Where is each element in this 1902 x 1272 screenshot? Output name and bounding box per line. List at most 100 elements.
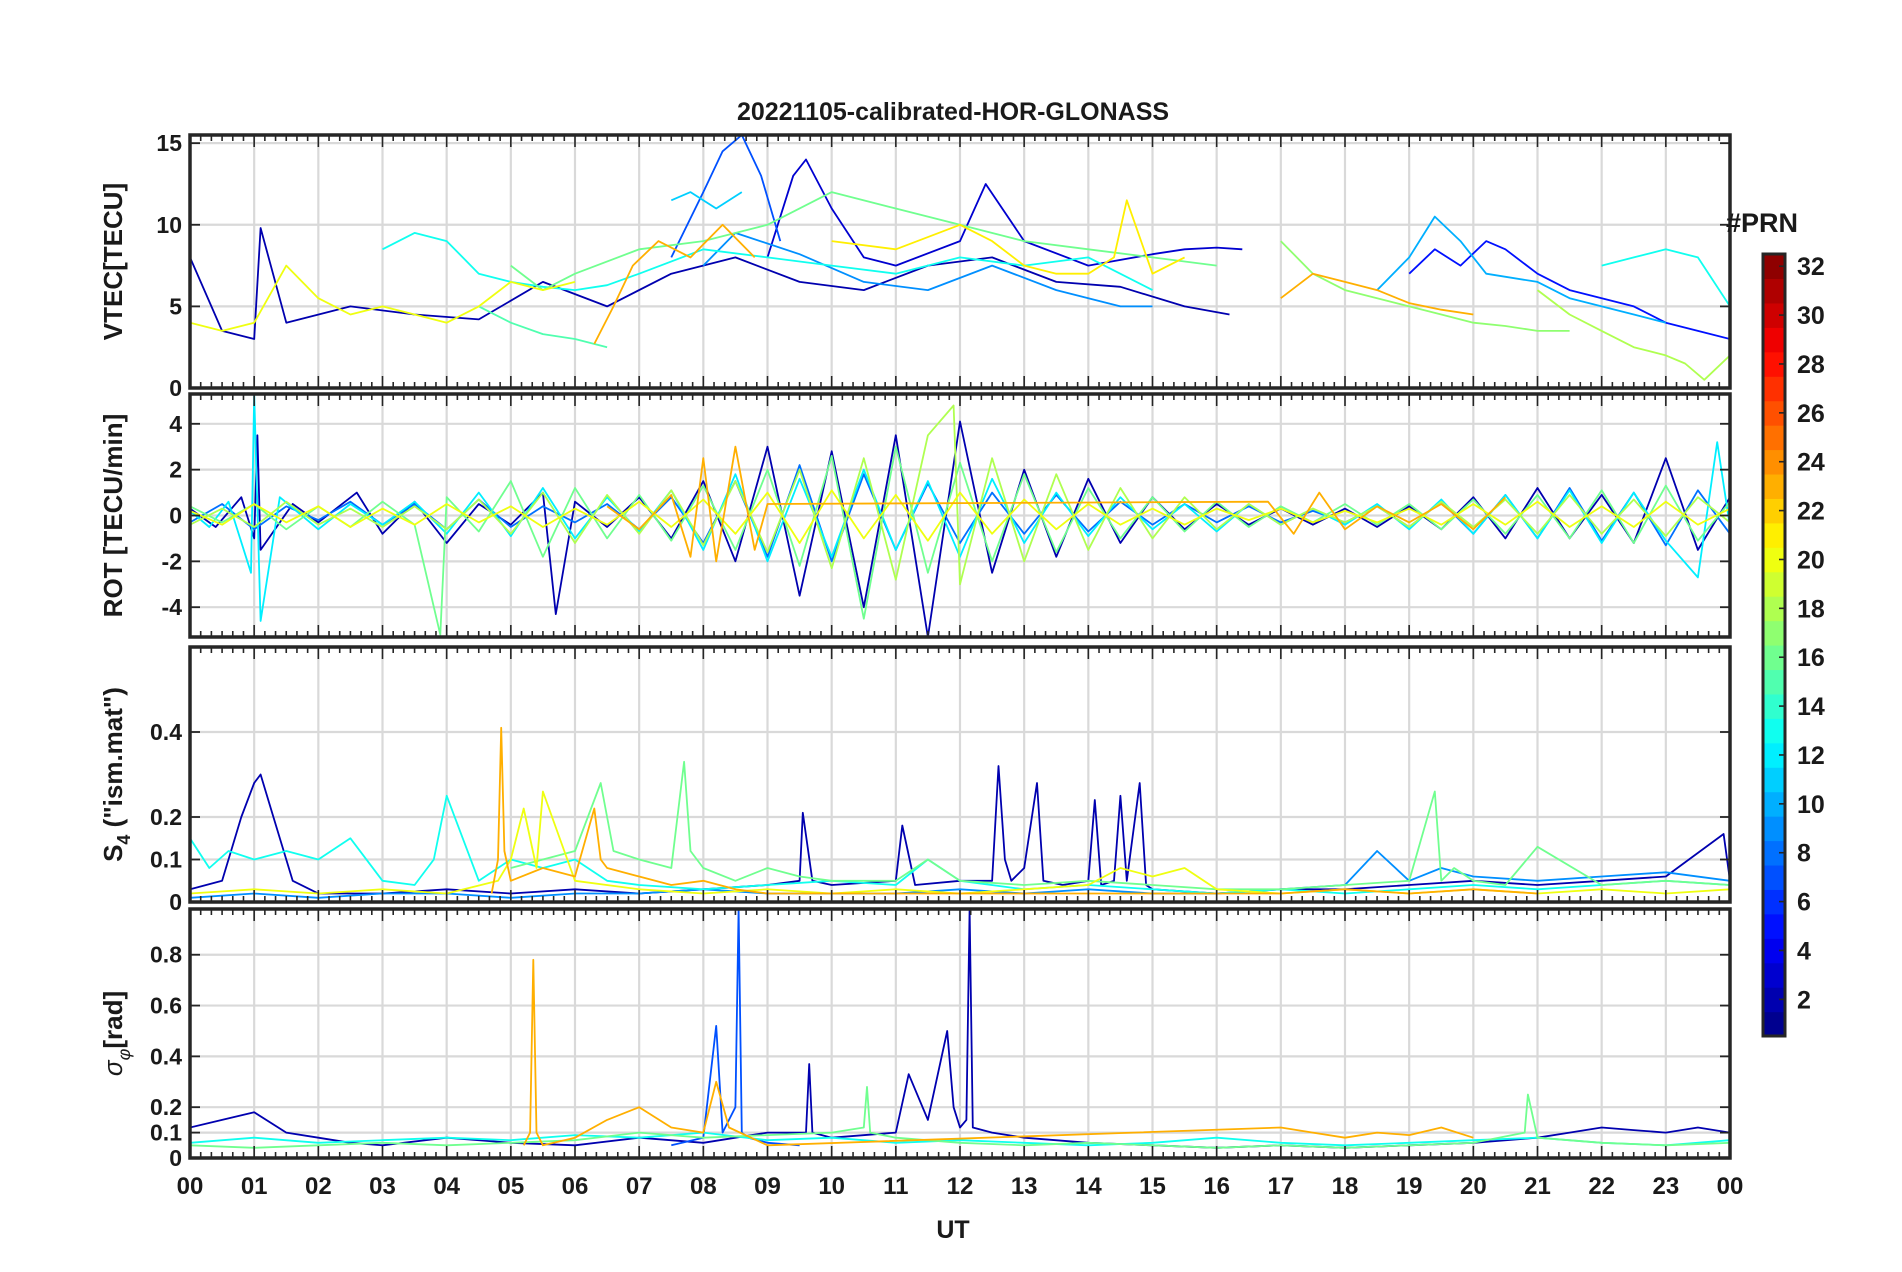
x-tick-label: 22 xyxy=(1588,1173,1615,1200)
series-group xyxy=(190,394,1730,637)
x-tick-label: 10 xyxy=(818,1173,845,1200)
colorbar-tick-label: 2 xyxy=(1797,986,1811,1014)
y-tick-label: 0 xyxy=(169,375,182,401)
x-tick-label: 13 xyxy=(1011,1173,1038,1200)
x-axis-label: UT xyxy=(936,1216,969,1244)
colorbar-segment xyxy=(1763,376,1785,402)
colorbar-tick-label: 4 xyxy=(1797,937,1811,965)
colorbar-segment xyxy=(1763,473,1785,499)
colorbar-segment xyxy=(1763,962,1785,988)
series-line-prn-21 xyxy=(831,199,1186,275)
colorbar-tick-label: 18 xyxy=(1797,595,1825,623)
x-tick-label: 00 xyxy=(1717,1173,1744,1200)
colorbar-segment xyxy=(1763,669,1785,695)
y-tick-label: -4 xyxy=(162,594,183,620)
series-line-prn-5 xyxy=(1408,240,1730,340)
colorbar-tick-label: 24 xyxy=(1797,449,1825,477)
colorbar-segment xyxy=(1763,742,1785,768)
y-axis-label-subscript: φ xyxy=(114,1048,134,1060)
x-tick-label: 16 xyxy=(1203,1173,1230,1200)
colorbar-tick-label: 32 xyxy=(1797,253,1825,281)
colorbar-segment xyxy=(1763,571,1785,597)
y-axis-label-subscript: 4 xyxy=(114,835,134,845)
series-line-prn-15 xyxy=(478,305,608,349)
colorbar-segment xyxy=(1763,889,1785,915)
colorbar-tick-label: 6 xyxy=(1797,889,1811,917)
colorbar-segment xyxy=(1763,522,1785,548)
series-line-prn-9 xyxy=(702,231,1153,308)
series-line-prn-17 xyxy=(1280,240,1570,332)
colorbar-segment xyxy=(1763,327,1785,353)
y-axis-label-rest: [rad] xyxy=(98,991,128,1049)
colorbar-title: #PRN xyxy=(1726,208,1798,238)
colorbar-tick-label: 8 xyxy=(1797,840,1811,868)
series-line-prn-13 xyxy=(1601,248,1730,307)
series-line-prn-23 xyxy=(593,223,756,345)
x-tick-label: 15 xyxy=(1139,1173,1166,1200)
colorbar-tick-label: 12 xyxy=(1797,742,1825,770)
colorbar-segment xyxy=(1763,718,1785,744)
y-tick-label: 5 xyxy=(169,293,182,319)
colorbar-segment xyxy=(1763,864,1785,890)
y-tick-label: 10 xyxy=(156,212,182,238)
y-tick-label: -2 xyxy=(162,548,182,574)
x-tick-label: 01 xyxy=(241,1173,268,1200)
y-tick-label: 0.4 xyxy=(150,1043,182,1069)
colorbar-segment xyxy=(1763,620,1785,646)
y-axis-label: ROT [TECU/min] xyxy=(98,414,128,618)
panel-sigma: 00.10.2 0.4 0.6 0.8 σφ[rad] xyxy=(98,907,1732,1171)
chart-title: 20221105-calibrated-HOR-GLONASS xyxy=(737,98,1169,126)
colorbar-segment xyxy=(1763,351,1785,377)
y-axis-label-main: σ xyxy=(98,1059,128,1076)
series-line-prn-23 xyxy=(490,726,1538,895)
x-tick-label: 12 xyxy=(947,1173,974,1200)
colorbar-tick-label: 10 xyxy=(1797,791,1825,819)
series-line-prn-23 xyxy=(1280,272,1474,316)
x-tick-label: 21 xyxy=(1524,1173,1551,1200)
colorbar-frame xyxy=(1761,252,1787,1038)
series-line-prn-18 xyxy=(190,404,1730,586)
y-tick-label: 0 xyxy=(169,889,182,915)
colorbar-segment xyxy=(1763,278,1785,304)
series-group xyxy=(190,909,1730,1149)
colorbar-tick-label: 28 xyxy=(1797,351,1825,379)
colorbar-segment xyxy=(1763,400,1785,426)
y-tick-label: 0 xyxy=(169,503,182,529)
y-tick-label: 4 xyxy=(169,411,182,437)
series-group xyxy=(190,135,1730,381)
y-axis-label: VTEC[TECU] xyxy=(98,183,128,340)
y-tick-label: 0.1 xyxy=(150,1120,182,1146)
series-line-prn-16 xyxy=(510,760,1730,891)
series-line-prn-20 xyxy=(190,489,1730,544)
colorbar-segment xyxy=(1763,498,1785,524)
x-tick-label: 00 xyxy=(177,1173,204,1200)
series-line-prn-23 xyxy=(522,958,1474,1147)
panel-s4: 0 0.1 0.2 0.4 S4 ("ism.mat") xyxy=(98,645,1732,915)
y-tick-label: 0.4 xyxy=(150,719,182,745)
colorbar-segment xyxy=(1763,425,1785,451)
x-tick-label: 19 xyxy=(1396,1173,1423,1200)
colorbar-segment xyxy=(1763,449,1785,475)
y-tick-label: 0.2 xyxy=(150,1094,182,1120)
y-tick-label: 15 xyxy=(156,130,182,156)
x-tick-label: 17 xyxy=(1267,1173,1294,1200)
colorbar-segment xyxy=(1763,791,1785,817)
x-tick-label: 23 xyxy=(1652,1173,1679,1200)
x-tick-label: 08 xyxy=(690,1173,717,1200)
y-axis-label-main: S xyxy=(98,845,128,862)
series-line-prn-13 xyxy=(382,231,1153,292)
colorbar-segment xyxy=(1763,302,1785,328)
colorbar-segment xyxy=(1763,913,1785,939)
series-line-prn-16 xyxy=(510,191,1217,292)
colorbar-segment xyxy=(1763,547,1785,573)
y-tick-label: 0.8 xyxy=(150,942,182,968)
series-line-prn-13 xyxy=(190,1131,1730,1147)
colorbar-segment xyxy=(1763,767,1785,793)
colorbar-tick-label: 22 xyxy=(1797,498,1825,526)
panel-rot: -4 -2 0 2 4 ROT [TECU/min] xyxy=(98,392,1732,639)
x-tick-label: 06 xyxy=(562,1173,589,1200)
colorbar-segment xyxy=(1763,645,1785,671)
y-axis-label-rest: ("ism.mat") xyxy=(98,687,128,834)
